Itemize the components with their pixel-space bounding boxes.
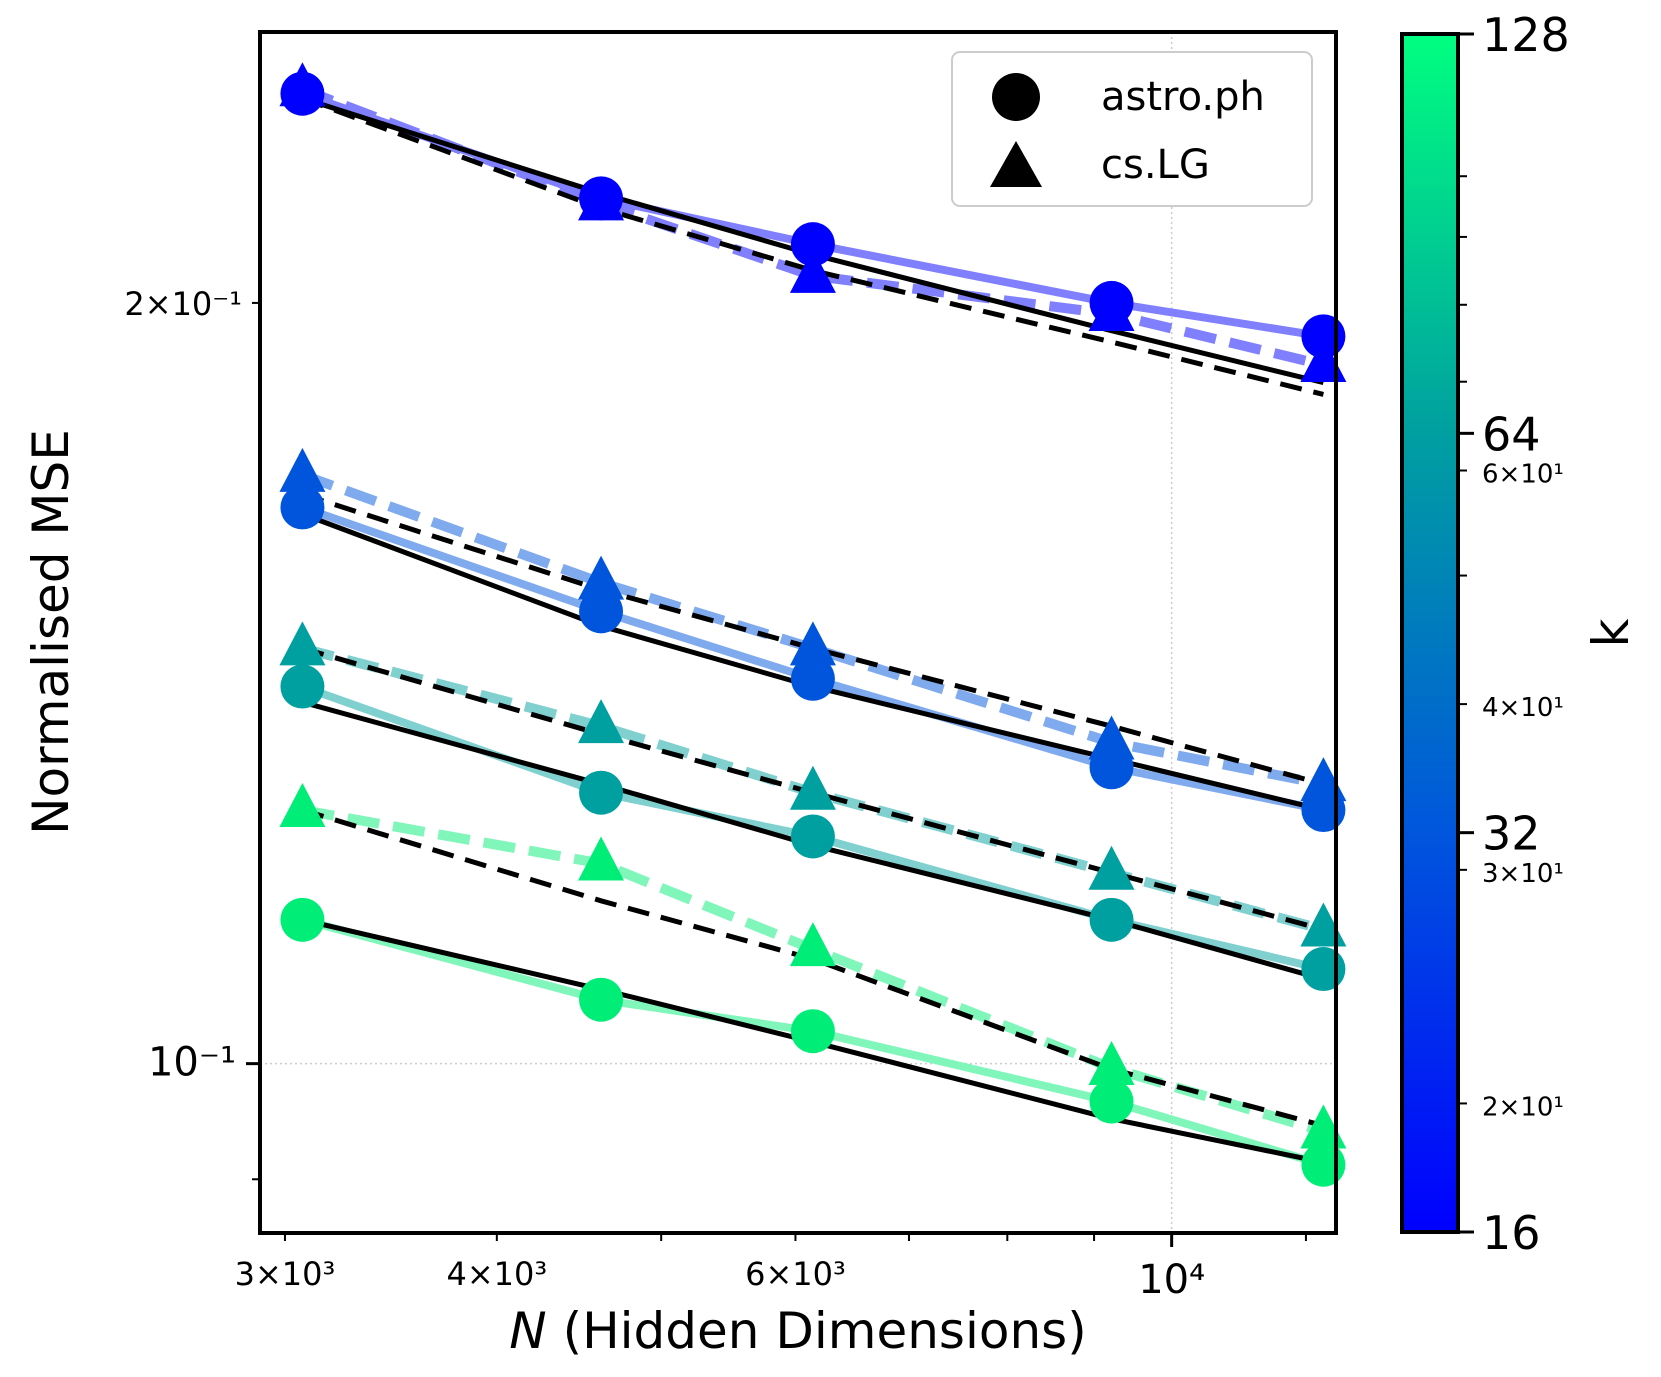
x-tick-label: 3×10³ [235,1255,336,1293]
data-point-triangle [578,836,625,881]
colorbar-major-label: 32 [1482,807,1541,861]
data-point-triangle [789,621,836,666]
data-point-circle [1301,1142,1346,1187]
data-point-circle [1089,1079,1134,1124]
data-point-circle [280,664,325,709]
data-point-circle [579,589,624,634]
data-point-circle [579,977,624,1022]
series-fit-line [301,491,1325,787]
data-point-triangle [1300,1104,1347,1149]
legend-label-astro: astro.ph [1101,74,1265,120]
series-fit-line [301,95,1325,397]
data-point-triangle [1088,845,1135,890]
x-axis-label-rest: (Hidden Dimensions) [547,1302,1087,1360]
legend: astro.ph cs.LG [951,51,1313,207]
colorbar-major-label: 64 [1482,407,1541,461]
data-point-circle [1301,947,1346,992]
data-point-triangle [279,62,326,107]
data-point-circle [280,485,325,530]
data-point-circle [1089,897,1134,942]
colorbar-minor-label: 4×10¹ [1482,693,1564,723]
data-point-circle [280,897,325,942]
y-tick-label: 10⁻¹ [148,1040,236,1086]
data-point-triangle [279,782,326,827]
x-tick-label: 6×10³ [745,1255,846,1293]
colorbar-major-label: 128 [1482,8,1570,62]
x-tick-label: 4×10³ [446,1255,547,1293]
colorbar-major-label: 16 [1482,1206,1541,1260]
data-point-circle [790,1009,835,1054]
x-tick-label: 10⁴ [1138,1257,1205,1303]
data-point-triangle [1088,715,1135,760]
y-tick-label: 2×10⁻¹ [124,285,242,323]
colorbar-minor-label: 2×10¹ [1482,1092,1564,1122]
data-point-triangle [578,699,625,744]
data-point-triangle [789,765,836,810]
data-point-triangle [1088,1041,1135,1086]
data-point-circle [579,770,624,815]
colorbar-label: k [1582,618,1640,647]
y-axis-label: Normalised MSE [22,429,80,835]
colorbar-minor-label: 6×10¹ [1482,460,1564,490]
data-point-triangle [279,447,326,492]
legend-box [951,51,1313,207]
grid-layer [260,32,1336,1233]
data-point-circle [790,222,835,267]
series-data-line [300,470,1325,790]
data-point-triangle [578,555,625,600]
y-axis-ticks: 2×10⁻¹ 10⁻¹ [124,285,260,1181]
data-point-triangle [1088,286,1135,331]
marker-layer [279,62,1347,1187]
data-point-triangle [789,248,836,293]
colorbar-gradient [1400,32,1460,1234]
series-data-line [300,84,1325,370]
data-point-triangle [789,922,836,967]
data-point-triangle [279,621,326,666]
data-point-circle [790,814,835,859]
x-axis-label: N (Hidden Dimensions) [509,1302,1086,1360]
data-point-triangle [578,176,625,221]
legend-label-cslg: cs.LG [1101,142,1210,188]
data-point-circle [790,656,835,701]
legend-triangle-marker [990,141,1042,187]
x-axis-label-var: N [509,1302,546,1360]
x-axis-ticks: 3×10³ 4×10³ 6×10³ 10⁴ [235,1233,1307,1303]
colorbar-ticks: 16 32 64 128 2×10¹ 3×10¹ 4×10¹ 6×10¹ [1458,8,1570,1260]
plot-frame [258,30,1338,1235]
data-point-triangle [1300,757,1347,802]
colorbar: 16 32 64 128 2×10¹ 3×10¹ 4×10¹ 6×10¹ k [1400,8,1640,1260]
colorbar-minor-label: 3×10¹ [1482,859,1564,889]
legend-circle-marker [992,73,1040,121]
